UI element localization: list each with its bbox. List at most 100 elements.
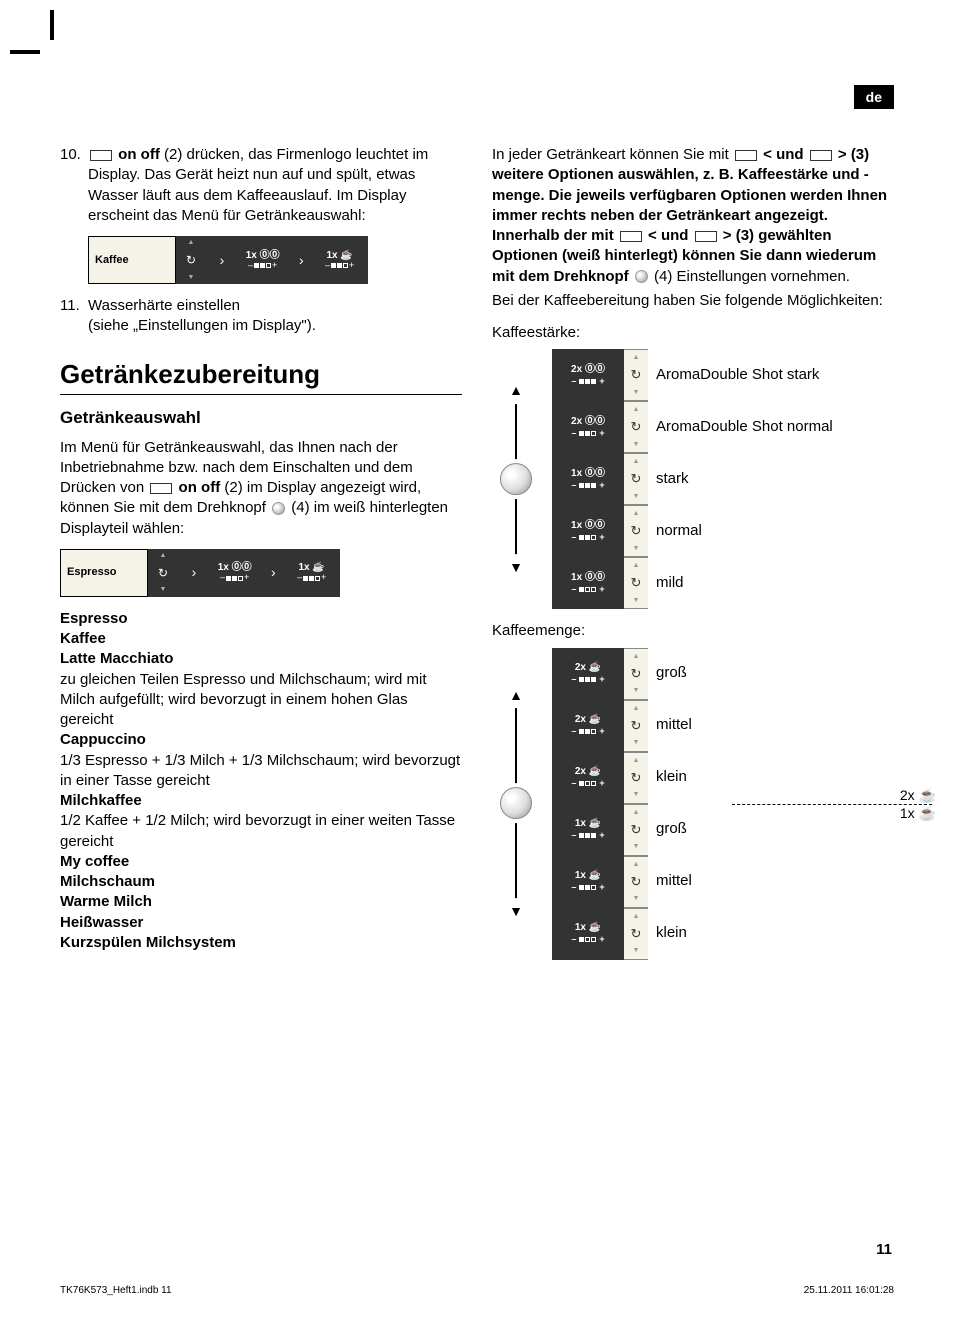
dial-cell: ▲↻▼ (624, 648, 648, 700)
button-icon (810, 150, 832, 161)
option-2: 1x ☕ – + (325, 250, 354, 271)
heading-2: Getränkeauswahl (60, 407, 462, 430)
option-label: groß (648, 804, 894, 856)
amount-bars: – + (297, 573, 326, 583)
amount-table: ▲ ▼ 2x ☕ 1x ☕ 2x ☕–+▲↻▼groß2x ☕–+▲↻▼mitt… (552, 648, 894, 960)
option-row: 2x ☕–+▲↻▼groß (552, 648, 894, 700)
side-2x: 2x ☕ (900, 786, 936, 805)
display-illustration-espresso: Espresso ▲ ↻ ▼ › 1x ⓪⓪ – + › 1x ☕ – + (60, 549, 340, 597)
down-triangle-icon: ▼ (160, 585, 167, 594)
option-row: 1x ⓪⓪–+▲↻▼normal (552, 505, 894, 557)
strength-label: Kaffeestärke: (492, 323, 894, 343)
drink-name: Kurzspülen Milchsystem (60, 933, 462, 953)
option-display: 2x ⓪⓪–+ (552, 401, 624, 453)
left-column: 10. on off (2) drücken, das Firmenlogo l… (60, 145, 462, 960)
cycle-icon: ↻ (186, 252, 196, 268)
dial-cell: ▲↻▼ (624, 908, 648, 960)
down-arrow-icon: ▼ (509, 558, 523, 577)
option-row: 1x ⓪⓪–+▲↻▼mild (552, 557, 894, 609)
display-label: Kaffee (88, 236, 176, 284)
option-label: mittel (648, 700, 894, 752)
side-labels: 2x ☕ 1x ☕ (900, 786, 936, 824)
heading-1: Getränkezubereitung (60, 357, 462, 395)
option-label: AromaDouble Shot stark (648, 349, 894, 401)
side-1x: 1x ☕ (900, 804, 936, 823)
text: In jeder Getränkeart können Sie mit (492, 146, 733, 163)
amount-bars: – + (325, 261, 354, 271)
dial-cell: ▲↻▼ (624, 557, 648, 609)
button-icon (620, 231, 642, 242)
option-1: 1x ⓪⓪ – + (218, 562, 252, 583)
crop-mark (50, 10, 54, 40)
knob-icon (635, 270, 648, 283)
up-triangle-icon: ▲ (160, 551, 167, 560)
option-row: 2x ☕–+▲↻▼mittel (552, 700, 894, 752)
drink-name: Espresso (60, 609, 462, 629)
strength-bars: – + (220, 573, 249, 583)
down-arrow-icon: ▼ (509, 903, 523, 922)
dial-cell: ▲↻▼ (624, 804, 648, 856)
knob-icon (500, 788, 532, 820)
option-display: 2x ☕–+ (552, 752, 624, 804)
page-number: 11 (876, 1241, 892, 1258)
knob-arrow-indicator: ▲ ▼ (500, 686, 532, 922)
button-icon (90, 150, 112, 161)
option-2: 1x ☕ – + (297, 562, 326, 583)
option-label: AromaDouble Shot normal (648, 401, 894, 453)
option-row: 1x ⓪⓪–+▲↻▼stark (552, 453, 894, 505)
drink-name: Milchkaffee (60, 791, 462, 811)
chevron-icon: › (299, 251, 304, 270)
drink-list: Espresso Kaffee Latte Macchiato zu gleic… (60, 609, 462, 953)
option-display: 2x ☕–+ (552, 648, 624, 700)
display-panel: › 1x ⓪⓪ – + › 1x ☕ – + (178, 549, 340, 597)
button-icon (695, 231, 717, 242)
dial-cell: ▲↻▼ (624, 401, 648, 453)
item-text: on off (2) drücken, das Firmenlogo leuch… (88, 145, 462, 226)
option-display: 1x ☕–+ (552, 804, 624, 856)
option-row: 1x ☕–+▲↻▼klein (552, 908, 894, 960)
chevron-icon: › (220, 251, 225, 270)
item-text: Wasserhärte einstellen (siehe „Einstellu… (88, 296, 462, 337)
option-display: 2x ⓪⓪–+ (552, 349, 624, 401)
paragraph: Im Menü für Getränkeauswahl, das Ihnen n… (60, 438, 462, 539)
drink-desc: 1/2 Kaffee + 1/2 Milch; wird bevorzugt i… (60, 811, 462, 852)
drink-name: Warme Milch (60, 892, 462, 912)
item-number: 11. (60, 296, 88, 337)
display-panel: › 1x ⓪⓪ – + › 1x ☕ – + (206, 236, 368, 284)
option-row: 1x ☕–+▲↻▼groß (552, 804, 894, 856)
content-columns: 10. on off (2) drücken, das Firmenlogo l… (60, 145, 894, 960)
footer-left: TK76K573_Heft1.indb 11 (60, 1285, 172, 1296)
display-label: Espresso (60, 549, 148, 597)
option-display: 1x ☕–+ (552, 856, 624, 908)
text: < und (644, 227, 693, 244)
dial-cell: ▲↻▼ (624, 453, 648, 505)
paragraph: Bei der Kaffeebereitung haben Sie folgen… (492, 291, 894, 311)
dial-cell: ▲↻▼ (624, 700, 648, 752)
option-display: 1x ⓪⓪–+ (552, 505, 624, 557)
option-label: mittel (648, 856, 894, 908)
option-row: 2x ☕–+▲↻▼klein (552, 752, 894, 804)
cycle-icon: ↻ (158, 565, 168, 581)
option-row: 2x ⓪⓪–+▲↻▼AromaDouble Shot stark (552, 349, 894, 401)
drink-name: Heißwasser (60, 913, 462, 933)
text: (4) Einstellungen vornehmen. (650, 268, 850, 285)
arrow-line (515, 499, 517, 554)
drink-name: My coffee (60, 852, 462, 872)
option-row: 2x ⓪⓪–+▲↻▼AromaDouble Shot normal (552, 401, 894, 453)
footer-right: 25.11.2011 16:01:28 (804, 1285, 894, 1296)
option-label: klein (648, 908, 894, 960)
dial-cell: ▲↻▼ (624, 349, 648, 401)
option-display: 1x ⓪⓪–+ (552, 557, 624, 609)
knob-icon (272, 502, 285, 515)
up-triangle-icon: ▲ (188, 238, 195, 247)
footer: TK76K573_Heft1.indb 11 25.11.2011 16:01:… (60, 1285, 894, 1296)
dial-cell: ▲↻▼ (624, 752, 648, 804)
crop-mark (10, 50, 40, 54)
page: de 10. on off (2) drücken, das Firmenlog… (0, 0, 954, 1318)
button-icon (150, 483, 172, 494)
option-label: stark (648, 453, 894, 505)
list-item-10: 10. on off (2) drücken, das Firmenlogo l… (60, 145, 462, 226)
up-arrow-icon: ▲ (509, 381, 523, 400)
text: < und (759, 146, 808, 163)
knob-icon (500, 463, 532, 495)
